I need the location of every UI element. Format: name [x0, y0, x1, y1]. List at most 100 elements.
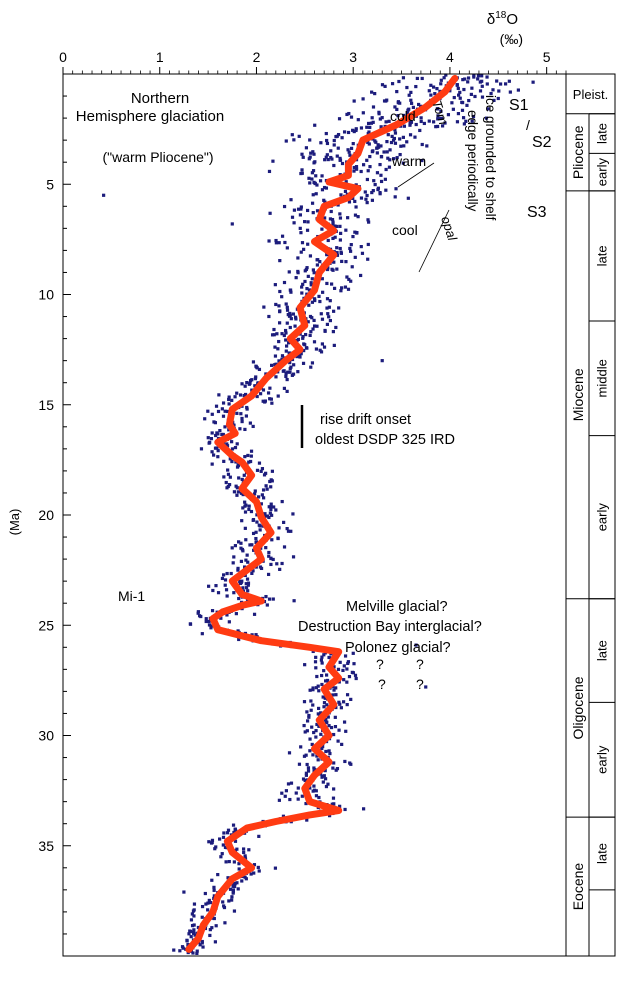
- scatter-point: [300, 171, 304, 175]
- scatter-point: [339, 706, 343, 710]
- scatter-point: [296, 271, 300, 275]
- scatter-point: [408, 133, 413, 137]
- scatter-point: [384, 188, 388, 192]
- scatter-point: [329, 149, 333, 153]
- scatter-point: [334, 693, 338, 697]
- scatter-point: [354, 676, 358, 681]
- scatter-point: [486, 107, 490, 111]
- scatter-point: [442, 76, 446, 80]
- scatter-point: [338, 156, 342, 161]
- scatter-point: [269, 507, 273, 512]
- scatter-point: [235, 442, 239, 446]
- scatter-point: [233, 544, 238, 548]
- scatter-point: [208, 933, 212, 938]
- scatter-point: [221, 432, 225, 437]
- scatter-point: [317, 724, 321, 728]
- scatter-point: [370, 190, 374, 195]
- scatter-point: [305, 729, 309, 733]
- scatter-point: [315, 183, 319, 187]
- scatter-point: [276, 536, 280, 540]
- scatter-point: [380, 116, 384, 120]
- scatter-point: [258, 528, 262, 532]
- subdivision-label: late: [595, 640, 610, 661]
- scatter-point: [257, 461, 262, 465]
- scatter-point: [273, 866, 278, 870]
- scatter-point: [407, 93, 411, 97]
- scatter-point: [286, 782, 291, 786]
- scatter-point: [337, 117, 342, 121]
- scatter-point: [343, 759, 347, 764]
- scatter-point: [190, 924, 195, 928]
- scatter-point: [480, 84, 484, 88]
- scatter-point: [210, 431, 214, 435]
- subdivision-label: early: [595, 503, 610, 532]
- scatter-point: [220, 407, 224, 411]
- scatter-point: [383, 84, 387, 88]
- scatter-point: [324, 155, 328, 159]
- scatter-point: [446, 113, 451, 117]
- scatter-point: [325, 322, 330, 326]
- scatter-point: [297, 762, 302, 766]
- y-axis-title: (Ma): [7, 509, 22, 536]
- scatter-point: [508, 90, 512, 94]
- scatter-point: [309, 151, 313, 155]
- scatter-point: [326, 266, 330, 270]
- scatter-point: [340, 136, 344, 140]
- scatter-point: [325, 153, 329, 157]
- scatter-point: [359, 196, 364, 200]
- scatter-point: [241, 549, 245, 553]
- scatter-point: [220, 576, 225, 581]
- scatter-point: [204, 902, 208, 906]
- scatter-point: [348, 249, 353, 253]
- scatter-point: [209, 841, 214, 845]
- scatter-point: [450, 101, 454, 105]
- scatter-point: [289, 781, 294, 785]
- annotation-line-lower: [418, 209, 450, 273]
- scatter-point: [409, 101, 414, 105]
- scatter-point: [269, 505, 273, 509]
- scatter-point: [286, 529, 291, 533]
- scatter-point: [356, 118, 360, 122]
- scatter-point: [268, 386, 272, 390]
- annotation-ice-2: edge periodically: [465, 110, 480, 212]
- scatter-point: [222, 573, 226, 577]
- scatter-point: [227, 899, 231, 903]
- scatter-point: [224, 860, 228, 864]
- scatter-point: [460, 100, 464, 104]
- scatter-point: [304, 753, 308, 757]
- scatter-point: [227, 859, 231, 864]
- scatter-point: [223, 578, 228, 582]
- scatter-point: [320, 746, 324, 751]
- scatter-point: [296, 207, 301, 211]
- scatter-point: [292, 138, 296, 142]
- scatter-point: [395, 89, 399, 94]
- scatter-point: [258, 392, 263, 396]
- scatter-point: [199, 614, 203, 619]
- scatter-point: [331, 236, 335, 241]
- scatter-point: [314, 655, 318, 659]
- scatter-point: [290, 133, 294, 137]
- scatter-point: [235, 847, 239, 851]
- scatter-point: [332, 309, 336, 313]
- scatter-point: [332, 761, 336, 765]
- scatter-point: [278, 289, 282, 294]
- scatter-point: [320, 342, 325, 346]
- scatter-point: [318, 179, 323, 183]
- scatter-point: [285, 321, 289, 325]
- scatter-point: [221, 401, 226, 405]
- time-scale: Pleist. Pliocene Miocene Oligocene Eocene lat…: [565, 73, 616, 957]
- scatter-point: [276, 394, 280, 398]
- scatter-point: [306, 766, 311, 770]
- scatter-point: [217, 393, 221, 397]
- scatter-point: [233, 445, 238, 450]
- scatter-point: [393, 195, 397, 199]
- scatter-point: [242, 847, 246, 851]
- scatter-point: [231, 561, 235, 565]
- scatter-point: [439, 78, 443, 82]
- scatter-point: [285, 526, 289, 531]
- scatter-point: [270, 333, 275, 337]
- scatter-point: [405, 85, 409, 90]
- scatter-point: [362, 807, 366, 811]
- scatter-point: [302, 700, 307, 704]
- annotation-warm-pliocene: ("warm Pliocene"): [102, 149, 213, 165]
